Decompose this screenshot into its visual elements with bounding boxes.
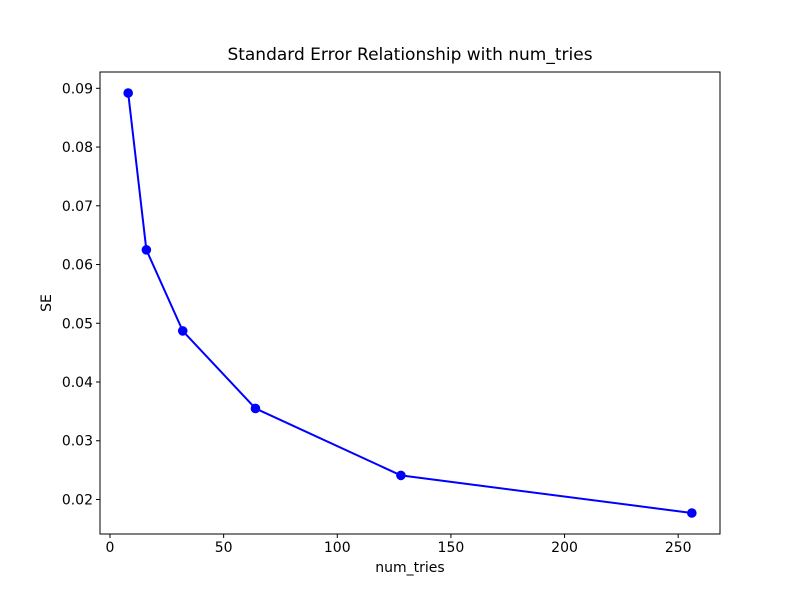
- data-point-marker: [177, 326, 188, 336]
- x-tick-label: 0: [106, 540, 115, 556]
- axes-frame: [99, 71, 721, 535]
- chart-title: Standard Error Relationship with num_tri…: [227, 45, 593, 65]
- y-axis-label: SE: [39, 294, 55, 312]
- y-tick-label: 0.07: [62, 199, 93, 215]
- series-line: [127, 92, 692, 514]
- y-tick-label: 0.08: [62, 140, 93, 156]
- x-tick-label: 250: [665, 540, 692, 556]
- x-tick-label: 50: [215, 540, 233, 556]
- data-point-marker: [687, 508, 697, 518]
- y-tick-label: 0.06: [62, 258, 93, 274]
- data-point-marker: [123, 88, 133, 98]
- y-tick-label: 0.09: [62, 81, 93, 97]
- data-point-marker: [250, 403, 261, 414]
- y-tick-label: 0.02: [62, 492, 93, 508]
- y-tick-label: 0.05: [62, 316, 93, 332]
- y-tick-label: 0.04: [62, 375, 93, 391]
- x-tick-label: 150: [438, 540, 465, 556]
- data-point-marker: [141, 245, 152, 255]
- x-tick-label: 200: [551, 540, 578, 556]
- x-axis-label: num_tries: [375, 560, 445, 576]
- data-point-marker: [396, 470, 406, 481]
- x-tick-label: 100: [324, 540, 351, 556]
- y-tick-label: 0.03: [62, 434, 93, 450]
